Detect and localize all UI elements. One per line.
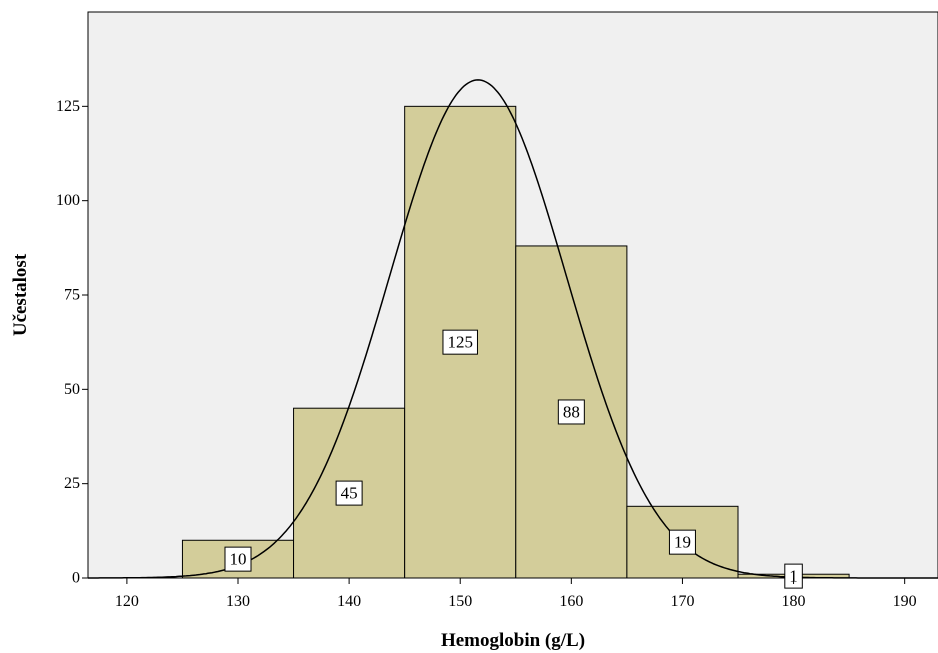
y-axis-title: Učestalost [10, 253, 31, 336]
data-label: 10 [224, 546, 252, 572]
y-tick-label: 125 [56, 98, 80, 115]
y-tick-label: 0 [72, 570, 80, 587]
data-label-text: 45 [341, 484, 358, 503]
x-tick-label: 150 [448, 593, 472, 610]
y-tick-label: 75 [64, 287, 80, 304]
data-label: 45 [335, 480, 363, 506]
x-axis-title: Hemoglobin (g/L) [441, 630, 585, 651]
x-tick-label: 140 [337, 593, 361, 610]
data-label-text: 88 [563, 402, 580, 421]
axes-layer: 0 25 50 75 100 125 120 130 140 150 160 170 180 190 [56, 98, 917, 610]
data-label-box [224, 546, 252, 572]
data-label: 19 [668, 529, 696, 555]
x-tick-label: 190 [893, 593, 917, 610]
data-label-box [557, 399, 585, 425]
data-label: 125 [442, 329, 478, 355]
data-label-box [335, 480, 363, 506]
data-label-text: 19 [674, 533, 691, 552]
data-label: 88 [557, 399, 585, 425]
x-tick-label: 180 [782, 593, 806, 610]
data-label-box [442, 329, 478, 355]
y-tick-label: 25 [64, 475, 80, 492]
y-tick-label: 50 [64, 381, 80, 398]
data-label-text: 10 [230, 550, 247, 569]
x-tick-label: 130 [226, 593, 250, 610]
data-label-text: 1 [789, 567, 798, 586]
x-tick-label: 120 [115, 593, 139, 610]
x-tick-label: 170 [670, 593, 694, 610]
data-labels-layer: 10 45 125 88 19 1 [224, 329, 803, 589]
data-label-box [784, 563, 803, 589]
data-label-text: 125 [447, 333, 473, 352]
data-label: 1 [784, 563, 803, 589]
data-label-box [668, 529, 696, 555]
x-tick-label: 160 [559, 593, 583, 610]
y-tick-label: 100 [56, 192, 80, 209]
